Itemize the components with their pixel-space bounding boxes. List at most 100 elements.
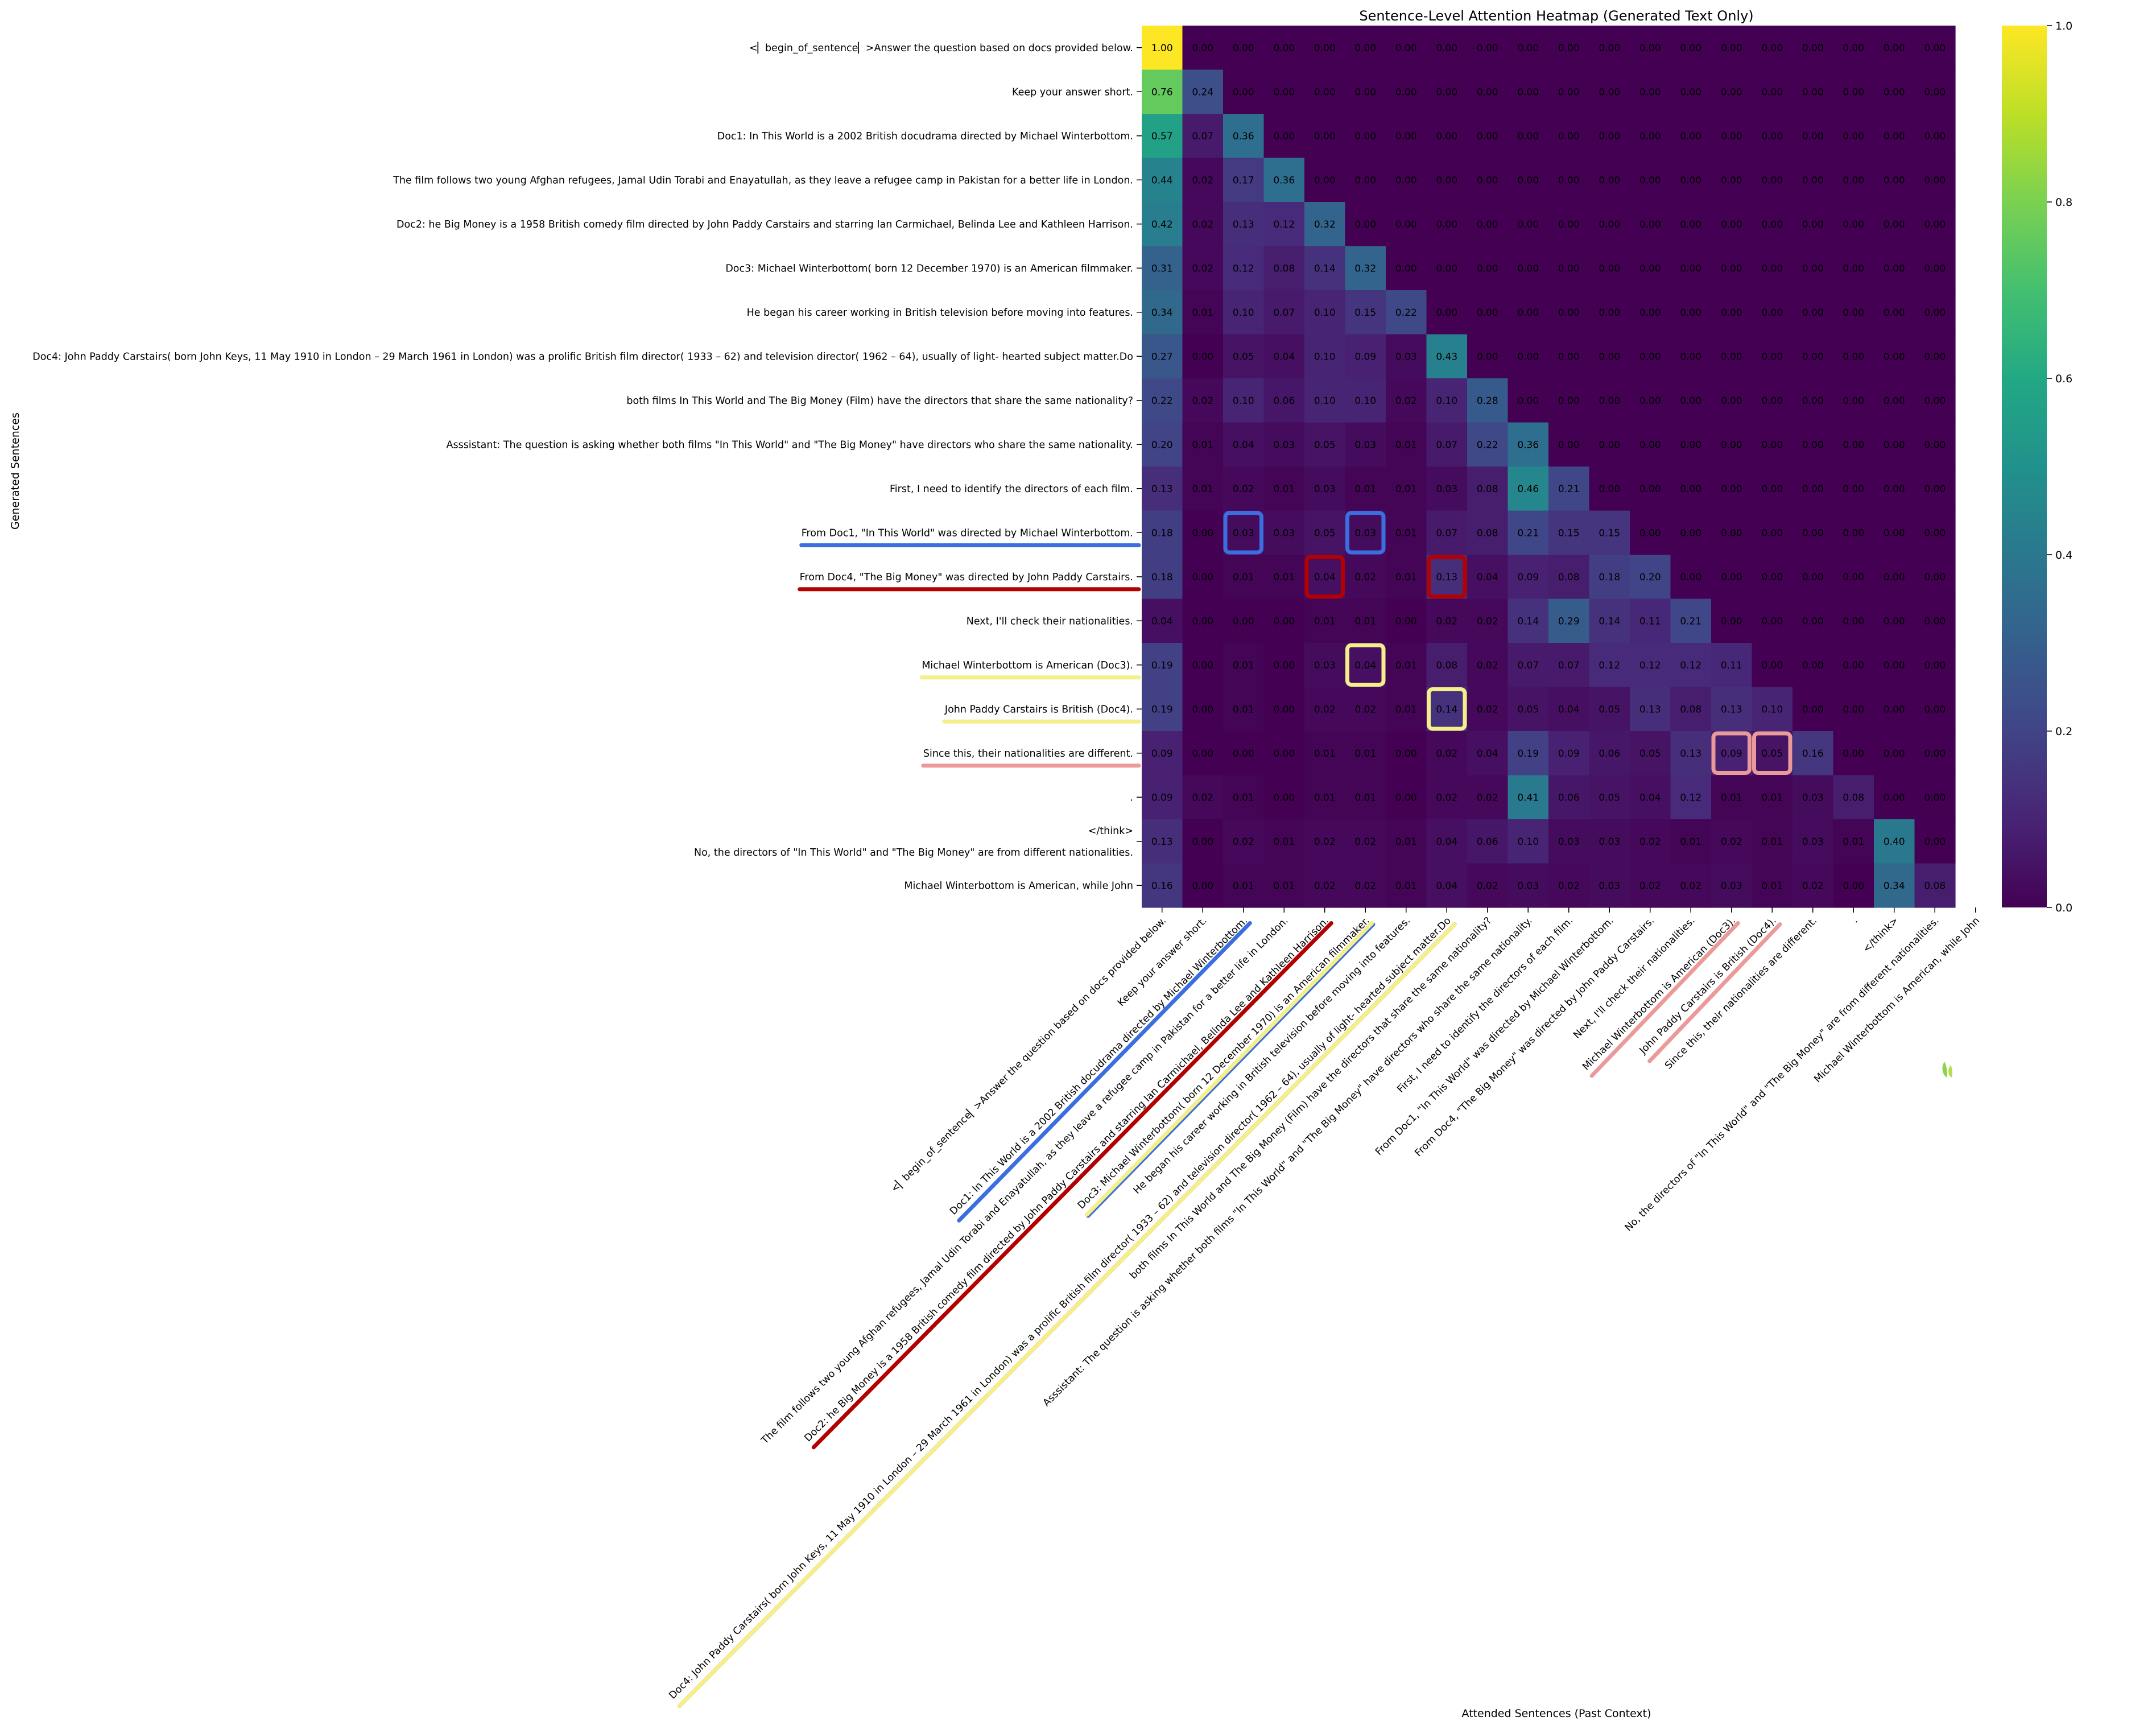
heatmap-cell (1304, 643, 1346, 688)
cell-value: 0.02 (1477, 792, 1498, 803)
heatmap-cell (1874, 246, 1915, 291)
heatmap-cell (1589, 555, 1630, 600)
cell-value: 0.02 (1233, 836, 1254, 848)
heatmap-cell (1467, 775, 1509, 820)
cell-value: 0.00 (1721, 263, 1742, 274)
heatmap-cell (1589, 599, 1630, 643)
cell-value: 0.00 (1802, 527, 1824, 539)
heatmap-cell (1833, 863, 1874, 908)
heatmap-cell (1426, 26, 1468, 71)
heatmap-cell (1182, 422, 1224, 467)
heatmap-cell (1507, 69, 1549, 114)
heatmap-cell (1263, 467, 1305, 511)
cell-value: 0.01 (1314, 748, 1336, 760)
cell-value: 0.03 (1314, 660, 1336, 671)
heatmap-cell (1304, 775, 1346, 820)
heatmap-cell (1630, 687, 1671, 732)
cell-value: 0.00 (1802, 351, 1824, 362)
cell-value: 0.00 (1273, 616, 1295, 627)
cell-value: 0.00 (1680, 43, 1701, 54)
heatmap-cell (1914, 69, 1956, 114)
y-tick-label: From Doc1, "In This World" was directed … (802, 527, 1133, 539)
cell-value: 0.00 (1192, 836, 1213, 848)
cell-value: 0.00 (1761, 660, 1783, 671)
cell-value: 0.00 (1843, 704, 1864, 715)
cell-value: 0.00 (1802, 219, 1824, 230)
cell-value: 0.02 (1314, 880, 1336, 892)
cell-value: 0.00 (1802, 572, 1824, 583)
heatmap-cell (1345, 334, 1386, 379)
heatmap-cell (1426, 643, 1468, 688)
y-tick-label: Doc2: he Big Money is a 1958 British com… (396, 219, 1133, 230)
x-label-underline (957, 921, 1252, 1223)
heatmap-cell (1223, 69, 1265, 114)
heatmap-cell (1426, 246, 1468, 291)
cell-value: 0.00 (1761, 395, 1783, 407)
heatmap-cell (1467, 246, 1509, 291)
heatmap-cell (1304, 69, 1346, 114)
cell-value: 0.02 (1477, 704, 1498, 715)
heatmap-cell (1548, 467, 1590, 511)
heatmap-cell (1467, 863, 1509, 908)
cell-value: 0.00 (1599, 219, 1620, 230)
heatmap-cell (1263, 114, 1305, 159)
heatmap-cell (1345, 643, 1386, 688)
cell-value: 0.01 (1314, 616, 1336, 627)
cell-value: 0.00 (1761, 527, 1783, 539)
cell-value: 0.02 (1802, 880, 1824, 892)
cell-value: 0.00 (1192, 660, 1213, 671)
cell-value: 0.00 (1558, 351, 1580, 362)
heatmap-cell (1426, 158, 1468, 203)
heatmap-cell (1914, 290, 1956, 335)
heatmap-cell (1142, 26, 1183, 71)
heatmap-cell (1507, 599, 1549, 643)
colorbar-tick-label: 0.8 (2055, 196, 2072, 209)
heatmap-cell (1223, 687, 1265, 732)
heatmap-cell (1833, 158, 1874, 203)
cell-value: 0.06 (1599, 748, 1620, 760)
cell-value: 0.00 (1680, 131, 1701, 142)
heatmap-cell (1182, 467, 1224, 511)
cell-value: 0.00 (1599, 86, 1620, 98)
cell-value: 0.00 (1639, 131, 1661, 142)
heatmap-cell (1914, 334, 1956, 379)
heatmap-cell (1670, 422, 1712, 467)
heatmap-cell (1223, 158, 1265, 203)
heatmap-cell (1507, 555, 1549, 600)
heatmap-cell (1263, 69, 1305, 114)
heatmap-cell (1752, 246, 1793, 291)
cell-value: 0.07 (1436, 439, 1457, 451)
heatmap-cell (1304, 114, 1346, 159)
heatmap-cell (1467, 819, 1509, 864)
cell-value: 0.10 (1314, 395, 1336, 407)
heatmap-cell (1752, 114, 1793, 159)
cell-value: 0.02 (1477, 880, 1498, 892)
colorbar-tick-label: 0.2 (2055, 725, 2072, 738)
heatmap-cell (1670, 555, 1712, 600)
cell-value: 0.00 (1395, 616, 1417, 627)
cell-value: 0.00 (1395, 792, 1417, 803)
heatmap-cell (1589, 775, 1630, 820)
cell-value: 0.00 (1436, 307, 1457, 319)
cell-value: 0.00 (1436, 86, 1457, 98)
cell-value: 0.01 (1395, 660, 1417, 671)
heatmap-cell (1752, 555, 1793, 600)
heatmap-cell (1914, 643, 1956, 688)
cell-value: 0.00 (1924, 307, 1946, 319)
cell-value: 0.13 (1680, 748, 1701, 760)
heatmap-cell (1833, 69, 1874, 114)
chart-title: Sentence-Level Attention Heatmap (Genera… (1359, 8, 1753, 24)
heatmap-cell (1548, 422, 1590, 467)
heatmap-cell (1263, 775, 1305, 820)
heatmap-cell (1711, 202, 1753, 247)
y-tick-label: Keep your answer short. (1012, 86, 1133, 98)
heatmap-cell (1304, 334, 1346, 379)
heatmap-cell (1507, 202, 1549, 247)
cell-value: 0.03 (1273, 527, 1295, 539)
heatmap-cell (1223, 202, 1265, 247)
cell-value: 0.10 (1233, 307, 1254, 319)
cell-value: 0.09 (1558, 748, 1580, 760)
cell-value: 0.01 (1233, 572, 1254, 583)
cell-value: 0.00 (1843, 880, 1864, 892)
heatmap-cell (1426, 114, 1468, 159)
